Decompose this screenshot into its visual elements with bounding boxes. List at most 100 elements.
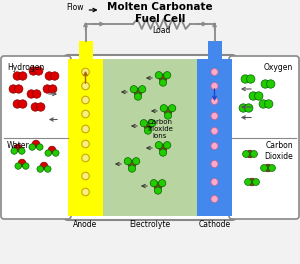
Circle shape — [249, 92, 257, 100]
Circle shape — [45, 166, 51, 172]
Circle shape — [82, 172, 89, 180]
Text: Carbon
Trioxide
Ions: Carbon Trioxide Ions — [147, 119, 173, 139]
Circle shape — [164, 142, 171, 149]
Circle shape — [140, 120, 147, 127]
Circle shape — [169, 105, 176, 112]
Circle shape — [211, 143, 218, 149]
Circle shape — [211, 161, 218, 167]
Circle shape — [164, 107, 172, 115]
Circle shape — [11, 148, 17, 154]
Circle shape — [253, 178, 260, 185]
Circle shape — [13, 72, 22, 80]
Circle shape — [82, 154, 89, 162]
Bar — [197, 59, 232, 216]
Circle shape — [144, 122, 152, 130]
Circle shape — [18, 159, 26, 167]
Circle shape — [19, 72, 27, 80]
Text: Electrolyte: Electrolyte — [129, 220, 171, 229]
Circle shape — [244, 104, 253, 112]
Circle shape — [15, 163, 21, 169]
Circle shape — [133, 158, 140, 165]
Circle shape — [246, 150, 254, 158]
Circle shape — [148, 120, 156, 127]
Text: Oxygen: Oxygen — [264, 63, 293, 72]
Circle shape — [82, 188, 89, 196]
Circle shape — [160, 105, 167, 112]
Circle shape — [211, 112, 218, 120]
Circle shape — [259, 100, 268, 108]
Circle shape — [32, 140, 40, 148]
Circle shape — [155, 72, 162, 79]
Circle shape — [159, 74, 167, 82]
Circle shape — [82, 125, 89, 133]
Circle shape — [13, 100, 22, 108]
Circle shape — [37, 144, 43, 150]
Circle shape — [31, 103, 40, 111]
Circle shape — [154, 187, 162, 194]
FancyBboxPatch shape — [1, 56, 71, 219]
FancyBboxPatch shape — [229, 56, 299, 219]
Circle shape — [37, 166, 44, 172]
Circle shape — [43, 85, 52, 93]
Circle shape — [82, 110, 89, 118]
Bar — [103, 59, 197, 216]
Circle shape — [128, 165, 136, 172]
Text: Cathode: Cathode — [198, 220, 231, 229]
Circle shape — [32, 90, 41, 98]
Circle shape — [50, 72, 59, 80]
Circle shape — [37, 103, 45, 111]
Text: Electron
Flow: Electron Flow — [52, 0, 83, 12]
Circle shape — [22, 163, 29, 169]
Text: Molten Carbonate
Fuel Cell: Molten Carbonate Fuel Cell — [107, 2, 213, 23]
Text: Load: Load — [152, 26, 171, 35]
Circle shape — [164, 72, 171, 79]
Circle shape — [52, 150, 59, 156]
Circle shape — [82, 140, 89, 148]
Circle shape — [49, 85, 57, 93]
Circle shape — [40, 162, 48, 170]
Circle shape — [124, 158, 131, 165]
Circle shape — [265, 100, 273, 108]
Circle shape — [264, 164, 272, 172]
Circle shape — [211, 82, 218, 89]
Circle shape — [139, 86, 146, 93]
Circle shape — [27, 90, 35, 98]
Circle shape — [82, 82, 89, 90]
Text: Water: Water — [7, 142, 30, 150]
Circle shape — [14, 85, 23, 93]
Circle shape — [130, 86, 137, 93]
Circle shape — [241, 75, 250, 83]
Circle shape — [266, 80, 275, 88]
Text: Anode: Anode — [74, 220, 98, 229]
Bar — [208, 41, 221, 59]
Circle shape — [19, 148, 25, 154]
Bar — [79, 41, 92, 59]
Circle shape — [159, 149, 167, 156]
Circle shape — [154, 182, 162, 190]
Circle shape — [268, 164, 275, 171]
Circle shape — [134, 88, 142, 96]
Circle shape — [159, 180, 166, 187]
Circle shape — [159, 144, 167, 152]
Circle shape — [244, 178, 251, 185]
Circle shape — [155, 142, 162, 149]
Circle shape — [29, 67, 38, 75]
Circle shape — [9, 85, 17, 93]
Circle shape — [243, 150, 249, 157]
FancyBboxPatch shape — [64, 55, 236, 220]
Circle shape — [134, 93, 142, 100]
Circle shape — [14, 144, 22, 152]
Circle shape — [29, 144, 35, 150]
Circle shape — [250, 150, 257, 157]
Circle shape — [144, 127, 152, 134]
Circle shape — [34, 67, 43, 75]
Circle shape — [48, 146, 56, 154]
Circle shape — [45, 150, 51, 156]
Text: Hydrogen: Hydrogen — [7, 63, 44, 72]
Circle shape — [82, 68, 89, 76]
Circle shape — [248, 178, 256, 186]
Circle shape — [261, 164, 267, 171]
Circle shape — [211, 128, 218, 134]
Circle shape — [45, 72, 53, 80]
Circle shape — [211, 68, 218, 76]
